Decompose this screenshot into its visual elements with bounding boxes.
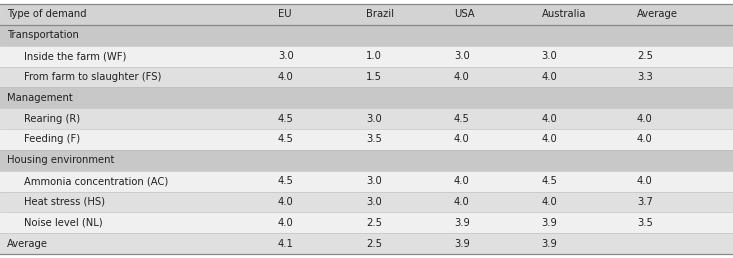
Text: 4.0: 4.0 <box>278 218 294 228</box>
Text: 3.0: 3.0 <box>278 51 294 61</box>
Text: Average: Average <box>637 9 678 19</box>
Text: 4.0: 4.0 <box>454 176 470 186</box>
Text: 3.0: 3.0 <box>454 51 470 61</box>
Text: Transportation: Transportation <box>7 30 78 40</box>
Text: Ammonia concentration (AC): Ammonia concentration (AC) <box>24 176 169 186</box>
Text: USA: USA <box>454 9 474 19</box>
Text: Feeding (F): Feeding (F) <box>24 134 81 144</box>
Bar <box>0 25 733 46</box>
Text: 4.0: 4.0 <box>454 72 470 82</box>
Text: 4.0: 4.0 <box>454 134 470 144</box>
Text: 3.0: 3.0 <box>542 51 558 61</box>
Text: 4.0: 4.0 <box>278 72 294 82</box>
Text: 3.0: 3.0 <box>366 197 382 207</box>
Bar <box>0 67 733 87</box>
Bar <box>0 129 733 150</box>
Text: 4.0: 4.0 <box>637 134 653 144</box>
Text: Housing environment: Housing environment <box>7 155 114 165</box>
Text: Management: Management <box>7 93 73 103</box>
Text: Noise level (NL): Noise level (NL) <box>24 218 103 228</box>
Text: 3.5: 3.5 <box>637 218 653 228</box>
Text: 4.0: 4.0 <box>637 114 653 124</box>
Text: 4.0: 4.0 <box>454 197 470 207</box>
Text: 4.5: 4.5 <box>278 134 294 144</box>
Text: 3.5: 3.5 <box>366 134 382 144</box>
Bar <box>0 233 733 254</box>
Text: 3.9: 3.9 <box>542 239 558 249</box>
Bar <box>0 171 733 191</box>
Bar <box>0 4 733 25</box>
Text: Average: Average <box>7 239 48 249</box>
Text: 4.5: 4.5 <box>278 114 294 124</box>
Text: 3.9: 3.9 <box>542 218 558 228</box>
Bar <box>0 191 733 212</box>
Text: EU: EU <box>278 9 292 19</box>
Text: 4.5: 4.5 <box>278 176 294 186</box>
Text: 3.7: 3.7 <box>637 197 653 207</box>
Text: Inside the farm (WF): Inside the farm (WF) <box>24 51 127 61</box>
Bar <box>0 108 733 129</box>
Text: 4.0: 4.0 <box>542 72 558 82</box>
Text: 4.5: 4.5 <box>454 114 470 124</box>
Text: 2.5: 2.5 <box>366 239 382 249</box>
Text: From farm to slaughter (FS): From farm to slaughter (FS) <box>24 72 161 82</box>
Text: 2.5: 2.5 <box>637 51 653 61</box>
Text: 3.9: 3.9 <box>454 218 470 228</box>
Text: 4.0: 4.0 <box>542 114 558 124</box>
Bar <box>0 46 733 67</box>
Bar <box>0 87 733 108</box>
Text: 3.3: 3.3 <box>637 72 653 82</box>
Text: 1.5: 1.5 <box>366 72 382 82</box>
Bar <box>0 150 733 171</box>
Text: Type of demand: Type of demand <box>7 9 86 19</box>
Text: 4.0: 4.0 <box>542 197 558 207</box>
Text: 3.0: 3.0 <box>366 114 382 124</box>
Text: Rearing (R): Rearing (R) <box>24 114 81 124</box>
Text: 4.0: 4.0 <box>637 176 653 186</box>
Text: 4.0: 4.0 <box>542 134 558 144</box>
Text: 2.5: 2.5 <box>366 218 382 228</box>
Text: 3.0: 3.0 <box>366 176 382 186</box>
Text: 1.0: 1.0 <box>366 51 382 61</box>
Text: Brazil: Brazil <box>366 9 394 19</box>
Text: 4.1: 4.1 <box>278 239 294 249</box>
Text: 3.9: 3.9 <box>454 239 470 249</box>
Bar <box>0 212 733 233</box>
Text: 4.0: 4.0 <box>278 197 294 207</box>
Text: Australia: Australia <box>542 9 586 19</box>
Text: Heat stress (HS): Heat stress (HS) <box>24 197 106 207</box>
Text: 4.5: 4.5 <box>542 176 558 186</box>
